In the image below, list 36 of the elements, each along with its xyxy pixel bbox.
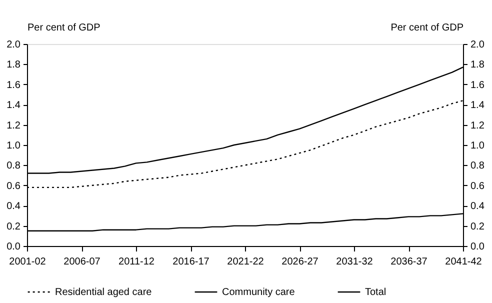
y2-tick-label: 0.8 bbox=[470, 160, 485, 172]
y-tick-label: 0.8 bbox=[6, 160, 21, 172]
x-tick-label: 2006-07 bbox=[64, 256, 101, 268]
y-tick-label: 0.2 bbox=[6, 221, 21, 232]
y-tick-label: 1.4 bbox=[6, 100, 21, 112]
x-tick-label: 2001-02 bbox=[9, 256, 46, 268]
y2-tick-label: 1.0 bbox=[470, 140, 485, 152]
y2-tick-label: 1.8 bbox=[470, 60, 485, 71]
y2-tick-label: 1.6 bbox=[470, 80, 485, 91]
y2-tick-label: 2.0 bbox=[470, 40, 485, 50]
x-tick-label: 2041-42 bbox=[445, 256, 482, 268]
y-axis-title: Per cent of GDP bbox=[28, 22, 101, 34]
y-tick-label: 1.6 bbox=[6, 80, 21, 91]
legend-label: Community care bbox=[222, 287, 296, 298]
y2-tick-label: 1.2 bbox=[470, 120, 485, 132]
y-tick-label: 2.0 bbox=[6, 40, 21, 50]
y-tick-label: 1.2 bbox=[6, 120, 21, 132]
y2-tick-label: 1.4 bbox=[470, 100, 485, 112]
x-tick-label: 2036-37 bbox=[390, 256, 428, 268]
x-tick-label: 2011-12 bbox=[118, 256, 155, 268]
x-tick-label: 2016-17 bbox=[172, 256, 210, 268]
y-tick-label: 1.0 bbox=[6, 140, 21, 152]
legend-label: Residential aged care bbox=[55, 287, 152, 298]
x-tick-label: 2031-32 bbox=[336, 256, 374, 268]
x-tick-label: 2021-22 bbox=[227, 256, 264, 268]
y-tick-label: 0.6 bbox=[6, 180, 21, 192]
y2-axis-title: Per cent of GDP bbox=[390, 22, 464, 34]
y2-tick-label: 0.2 bbox=[470, 221, 485, 232]
x-tick-label: 2026-27 bbox=[282, 256, 319, 268]
y2-tick-label: 0.0 bbox=[470, 242, 485, 252]
y-tick-label: 1.8 bbox=[6, 60, 21, 71]
y2-tick-label: 0.4 bbox=[470, 201, 485, 212]
y2-tick-label: 0.6 bbox=[470, 180, 485, 192]
legend-label: Total bbox=[365, 287, 386, 298]
y-tick-label: 0.0 bbox=[6, 242, 21, 252]
y-tick-label: 0.4 bbox=[6, 201, 21, 212]
